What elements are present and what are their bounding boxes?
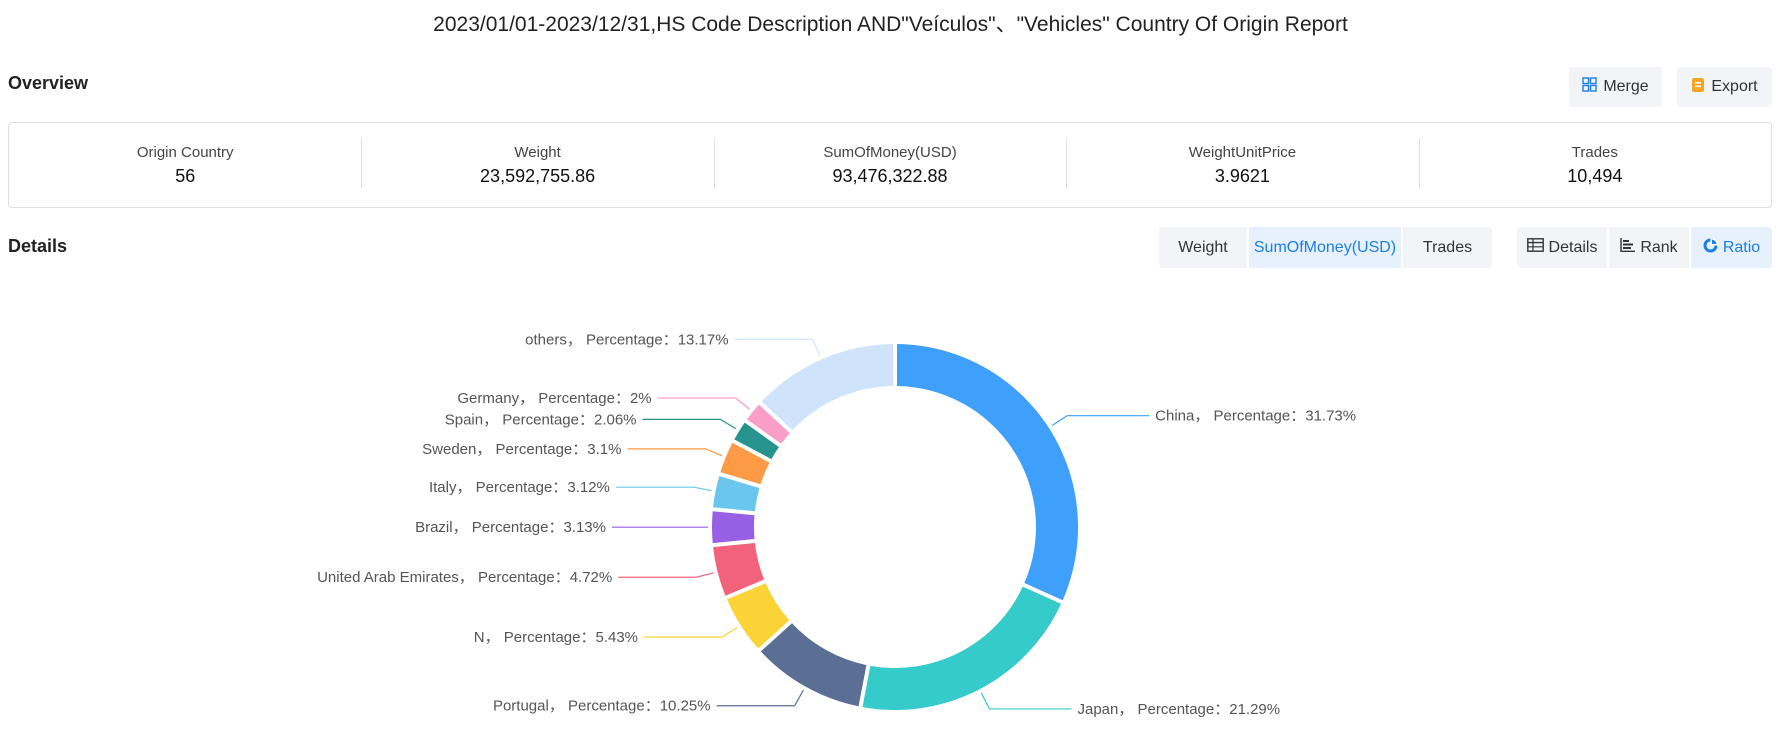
- slice-label: others， Percentage：13.17%: [525, 331, 728, 348]
- donut-slice[interactable]: [760, 623, 867, 707]
- tab-label: Weight: [1178, 238, 1228, 256]
- slice-label: Portugal， Percentage：10.25%: [493, 698, 711, 715]
- donut-slice[interactable]: [713, 475, 760, 512]
- slice-label: China， Percentage：31.73%: [1155, 408, 1356, 425]
- donut-slice[interactable]: [761, 344, 894, 431]
- view-tabs: Details Rank Ratio: [1517, 227, 1772, 268]
- tab-label: Ratio: [1722, 238, 1761, 256]
- stat-label: Origin Country: [136, 143, 234, 161]
- donut-slice[interactable]: [720, 442, 770, 485]
- stat-weight: Weight 23,592,755.86: [361, 123, 713, 207]
- leader-line: [657, 397, 751, 410]
- stat-value: 23,592,755.86: [480, 165, 596, 186]
- leader-line: [734, 338, 821, 357]
- stat-value: 93,476,322.88: [832, 165, 948, 186]
- slice-label: Spain， Percentage：2.06%: [445, 411, 637, 428]
- tab-label: Trades: [1422, 238, 1473, 256]
- stat-origin-country: Origin Country 56: [9, 123, 361, 207]
- export-button[interactable]: Export: [1677, 67, 1772, 107]
- slice-label: Italy， Percentage：3.12%: [429, 479, 610, 496]
- tab-label: Details: [1548, 238, 1598, 256]
- metric-tabs: Weight SumOfMoney(USD) Trades: [1159, 227, 1492, 268]
- bar-rank-icon: [1620, 238, 1636, 257]
- overview-stats: Origin Country 56 Weight 23,592,755.86 S…: [8, 122, 1772, 208]
- donut-slice[interactable]: [734, 422, 779, 460]
- stat-label: WeightUnitPrice: [1188, 143, 1297, 161]
- stat-sum-of-money: SumOfMoney(USD) 93,476,322.88: [713, 123, 1066, 207]
- tab-details[interactable]: Details: [1517, 227, 1609, 268]
- slice-label: N， Percentage：5.43%: [474, 629, 638, 646]
- leader-line: [980, 692, 1072, 710]
- merge-icon: [1582, 77, 1598, 97]
- donut-slice[interactable]: [712, 511, 755, 544]
- stat-weight-unit-price: WeightUnitPrice 3.9621: [1066, 123, 1418, 207]
- tab-sum-of-money[interactable]: SumOfMoney(USD): [1249, 227, 1403, 268]
- donut-slice[interactable]: [862, 586, 1062, 710]
- leader-line: [642, 418, 737, 430]
- stat-label: Trades: [1571, 143, 1618, 161]
- slice-label: Brazil， Percentage：3.13%: [415, 519, 606, 536]
- slice-label: Germany， Percentage：2%: [457, 390, 651, 407]
- leader-line: [627, 448, 723, 457]
- tab-label: SumOfMoney(USD): [1253, 238, 1397, 256]
- tab-rank[interactable]: Rank: [1609, 227, 1691, 268]
- slice-label: Japan， Percentage：21.29%: [1077, 701, 1280, 718]
- export-label: Export: [1711, 78, 1758, 95]
- overview-heading: Overview: [8, 73, 89, 93]
- donut-slice[interactable]: [713, 542, 765, 596]
- pie-ratio-icon: [1703, 237, 1718, 258]
- leader-line: [1051, 415, 1150, 426]
- merge-label: Merge: [1603, 78, 1649, 95]
- stat-trades: Trades 10,494: [1418, 123, 1771, 207]
- tab-weight[interactable]: Weight: [1159, 227, 1249, 268]
- tab-trades[interactable]: Trades: [1403, 227, 1492, 268]
- stat-label: SumOfMoney(USD): [823, 143, 957, 161]
- stat-label: Weight: [514, 143, 561, 161]
- donut-slice[interactable]: [746, 404, 790, 444]
- donut-slice[interactable]: [896, 344, 1078, 601]
- leader-line: [716, 689, 804, 707]
- stat-value: 56: [175, 165, 196, 186]
- tab-label: Rank: [1640, 238, 1678, 256]
- donut-slice[interactable]: [726, 583, 790, 649]
- stat-value: 3.9621: [1214, 165, 1270, 186]
- leader-line: [618, 572, 714, 578]
- stat-value: 10,494: [1567, 165, 1623, 186]
- merge-button[interactable]: Merge: [1569, 67, 1662, 107]
- export-icon: [1691, 77, 1705, 98]
- leader-line: [615, 486, 712, 492]
- table-icon: [1526, 238, 1544, 257]
- report-title: 2023/01/01-2023/12/31,HS Code Descriptio…: [433, 13, 1348, 36]
- ratio-donut-chart: China， Percentage：31.73% Japan， Percentag…: [317, 331, 1356, 718]
- slice-label: United Arab Emirates， Percentage：4.72%: [317, 569, 612, 586]
- slice-label: Sweden， Percentage：3.1%: [422, 441, 621, 458]
- details-heading: Details: [8, 236, 68, 256]
- leader-line: [644, 626, 738, 638]
- tab-ratio[interactable]: Ratio: [1691, 227, 1772, 268]
